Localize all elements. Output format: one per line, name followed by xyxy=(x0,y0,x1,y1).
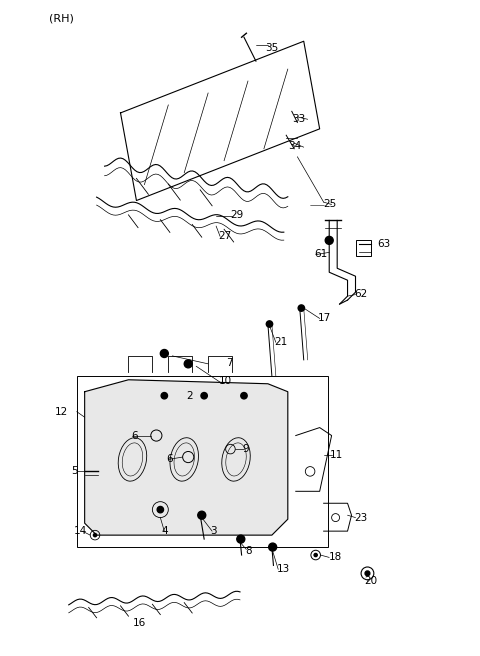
Text: 34: 34 xyxy=(288,142,301,152)
Text: 5: 5 xyxy=(71,466,78,476)
Text: 35: 35 xyxy=(265,43,279,52)
Text: 6: 6 xyxy=(167,455,173,464)
Circle shape xyxy=(184,360,192,368)
Circle shape xyxy=(157,506,164,513)
Circle shape xyxy=(298,305,304,311)
Text: 13: 13 xyxy=(276,564,290,575)
Polygon shape xyxy=(84,380,288,535)
Text: 16: 16 xyxy=(132,618,146,628)
Circle shape xyxy=(365,571,370,576)
Text: 29: 29 xyxy=(230,210,244,220)
Circle shape xyxy=(201,392,207,399)
Text: 8: 8 xyxy=(245,546,252,556)
Circle shape xyxy=(266,321,273,327)
Text: 33: 33 xyxy=(292,114,305,124)
Circle shape xyxy=(161,392,168,399)
Bar xyxy=(356,240,372,256)
Circle shape xyxy=(237,535,245,543)
Text: 27: 27 xyxy=(218,231,232,241)
Circle shape xyxy=(94,533,96,537)
Text: 9: 9 xyxy=(242,444,249,454)
Circle shape xyxy=(314,554,317,557)
Bar xyxy=(77,376,328,547)
Text: 62: 62 xyxy=(354,289,367,298)
Circle shape xyxy=(325,236,333,244)
Text: 2: 2 xyxy=(186,391,192,401)
Text: (RH): (RH) xyxy=(49,13,74,24)
Circle shape xyxy=(160,350,168,358)
Circle shape xyxy=(198,511,206,519)
Text: 20: 20 xyxy=(364,577,377,586)
Circle shape xyxy=(241,392,247,399)
Text: 4: 4 xyxy=(162,526,168,536)
Text: 23: 23 xyxy=(354,512,367,523)
Text: 21: 21 xyxy=(274,337,288,346)
Text: 14: 14 xyxy=(74,526,87,536)
Text: 7: 7 xyxy=(227,358,233,368)
Text: 12: 12 xyxy=(55,407,69,417)
Text: 17: 17 xyxy=(318,313,331,323)
Text: 25: 25 xyxy=(324,199,337,209)
Text: 3: 3 xyxy=(210,526,216,536)
Text: 10: 10 xyxy=(218,377,232,386)
Text: 18: 18 xyxy=(329,552,342,562)
Text: 6: 6 xyxy=(131,430,137,441)
Text: 11: 11 xyxy=(330,451,343,461)
Text: 61: 61 xyxy=(314,249,327,259)
Circle shape xyxy=(269,543,276,551)
Text: 63: 63 xyxy=(377,239,390,249)
